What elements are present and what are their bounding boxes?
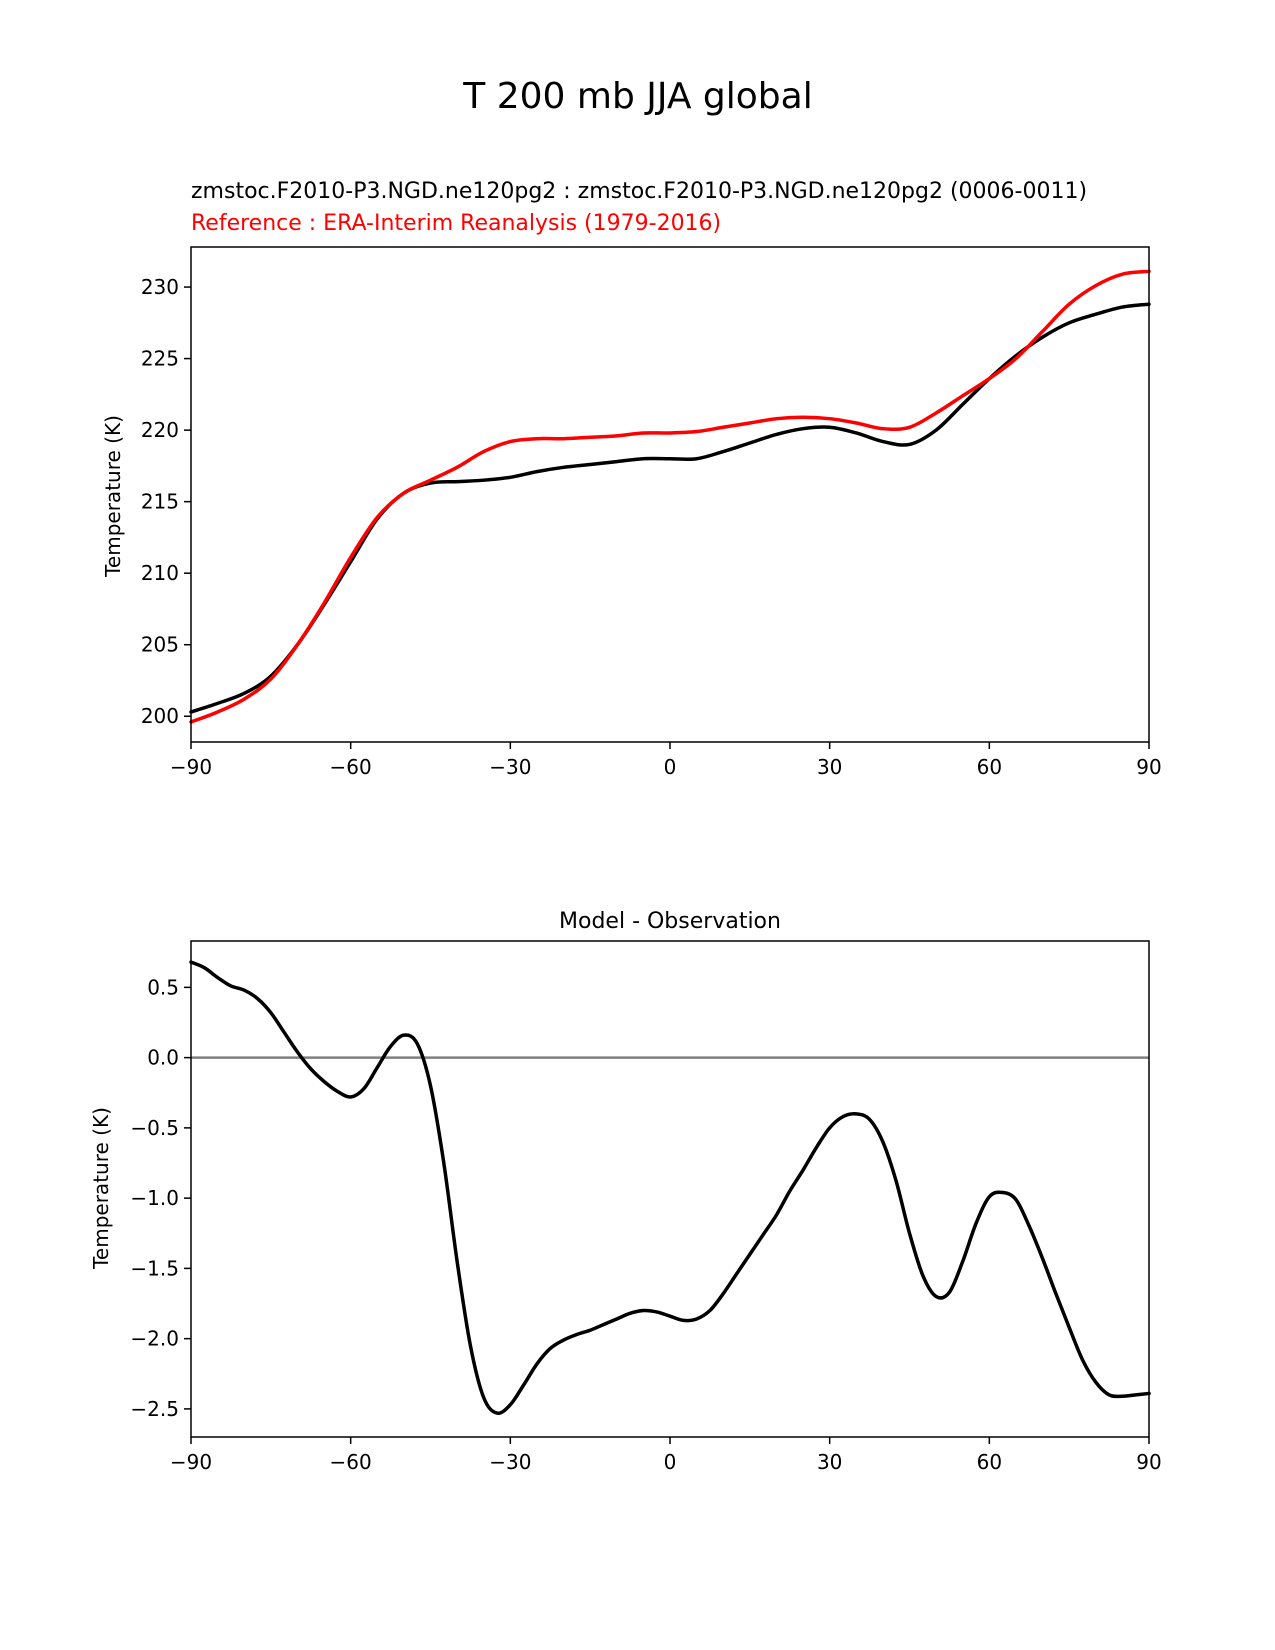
top-panel-x-ticks: −90 −60 −30 0 30 60 90 <box>170 742 1162 779</box>
y-tick-label: 200 <box>141 704 179 728</box>
x-tick-label: 90 <box>1136 1450 1161 1474</box>
bottom-panel-frame <box>190 940 1150 1438</box>
x-tick-label: 60 <box>977 755 1002 779</box>
x-tick-label: 30 <box>817 755 842 779</box>
x-tick-label: 0 <box>664 1450 677 1474</box>
x-tick-label: −90 <box>170 755 212 779</box>
top-panel-series-line-2 <box>189 269 1151 724</box>
y-tick-label: 0.0 <box>147 1046 179 1070</box>
y-tick-label: −2.5 <box>130 1397 179 1421</box>
bottom-panel-y-ticks: 0.5 0.0 −0.5 −1.0 −1.5 −2.0 −2.5 <box>130 975 191 1421</box>
y-tick-label: 220 <box>141 418 179 442</box>
y-tick-label: −0.5 <box>130 1116 179 1140</box>
bottom-panel-x-ticks: −90 −60 −30 0 30 60 90 <box>170 1437 1162 1474</box>
y-tick-label: 215 <box>141 490 179 514</box>
y-tick-label: −1.5 <box>130 1256 179 1280</box>
top-panel-reference-label: Reference : ERA-Interim Reanalysis (1979… <box>191 211 721 236</box>
x-tick-label: 30 <box>817 1450 842 1474</box>
bottom-panel-title: Model - Observation <box>559 909 781 934</box>
x-tick-label: −90 <box>170 1450 212 1474</box>
y-tick-label: 230 <box>141 275 179 299</box>
y-tick-label: −2.0 <box>130 1327 179 1351</box>
y-tick-label: 205 <box>141 633 179 657</box>
top-panel-series <box>189 269 1151 724</box>
x-tick-label: −60 <box>330 1450 372 1474</box>
bottom-panel-ylabel: Temperature (K) <box>89 1107 113 1270</box>
top-panel-ylabel: Temperature (K) <box>101 415 125 578</box>
top-panel-title: zmstoc.F2010-P3.NGD.ne120pg2 : zmstoc.F2… <box>191 179 1087 204</box>
x-tick-label: −30 <box>489 755 531 779</box>
y-tick-label: 210 <box>141 561 179 585</box>
top-panel: zmstoc.F2010-P3.NGD.ne120pg2 : zmstoc.F2… <box>101 179 1162 779</box>
top-panel-frame <box>190 246 1150 743</box>
bottom-panel-series <box>189 960 1151 1416</box>
x-tick-label: 90 <box>1136 755 1161 779</box>
x-tick-label: 60 <box>977 1450 1002 1474</box>
bottom-panel-series-line-1 <box>189 960 1151 1416</box>
y-tick-label: −1.0 <box>130 1186 179 1210</box>
bottom-panel: Model - Observation Temperature (K) 0.50… <box>89 909 1162 1474</box>
y-tick-label: 225 <box>141 347 179 371</box>
x-tick-label: −30 <box>489 1450 531 1474</box>
x-tick-label: −60 <box>330 755 372 779</box>
figure-title: T 200 mb JJA global <box>462 76 812 117</box>
top-panel-y-ticks: 200 205 210 215 220 225 230 <box>141 275 191 728</box>
x-tick-label: 0 <box>664 755 677 779</box>
y-tick-label: 0.5 <box>147 975 179 999</box>
